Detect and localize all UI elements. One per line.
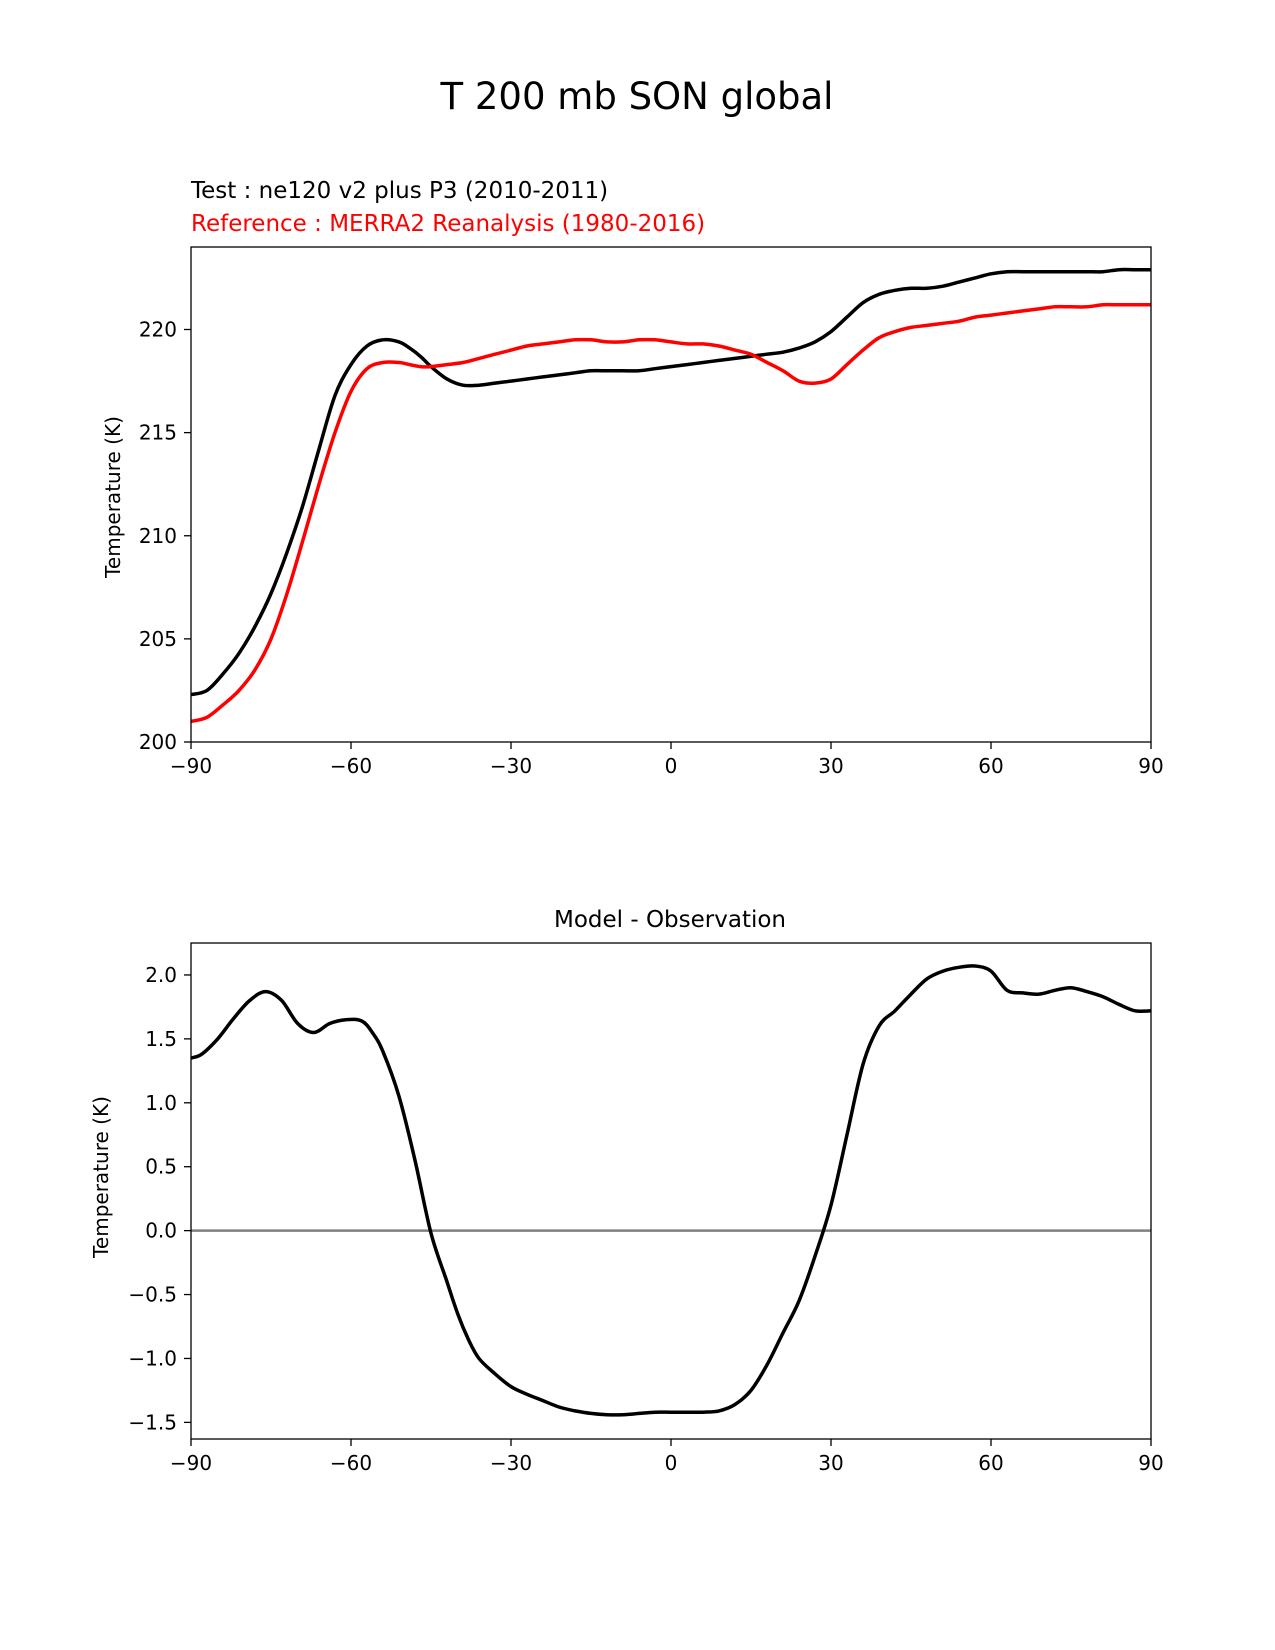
top-panel: Test : ne120 v2 plus P3 (2010-2011) Refe… (101, 178, 1164, 778)
x-tick-label: −60 (330, 1451, 372, 1475)
figure-title: T 200 mb SON global (440, 75, 834, 118)
model-observation-series-line (191, 964, 1151, 1417)
x-tick-label: −60 (330, 754, 372, 778)
x-tick-label: 90 (1138, 754, 1163, 778)
x-tick-label: −30 (490, 1451, 532, 1475)
y-tick-label: 0.0 (145, 1219, 177, 1243)
y-tick-label: 215 (139, 421, 177, 445)
bottom-plot-area: −90 −60 −30 0 30 60 90 −1.5 −1.0 −0.5 0.0 0.5 1.0 1.5… (128, 942, 1164, 1475)
y-tick-label: 200 (139, 730, 177, 754)
test-series-line (191, 267, 1151, 697)
x-tick-label: 90 (1138, 1451, 1163, 1475)
y-tick-label: −1.5 (128, 1410, 177, 1434)
x-tick-label: 0 (665, 754, 678, 778)
x-tick-label: 30 (818, 754, 843, 778)
x-tick-label: −90 (170, 754, 212, 778)
x-tick-label: 0 (665, 1451, 678, 1475)
reference-legend-label: Reference : MERRA2 Reanalysis (1980-2016… (191, 211, 705, 237)
y-tick-label: 210 (139, 524, 177, 548)
y-tick-label: 0.5 (145, 1155, 177, 1179)
top-ylabel: Temperature (K) (101, 416, 125, 579)
y-tick-label: 220 (139, 318, 177, 342)
y-tick-label: −1.0 (128, 1346, 177, 1370)
test-legend-label: Test : ne120 v2 plus P3 (2010-2011) (190, 178, 608, 204)
x-tick-label: 30 (818, 1451, 843, 1475)
x-tick-label: 60 (978, 754, 1003, 778)
y-tick-label: 205 (139, 627, 177, 651)
y-tick-label: −0.5 (128, 1283, 177, 1307)
y-tick-label: 1.5 (145, 1027, 177, 1051)
bottom-ylabel: Temperature (K) (89, 1096, 113, 1259)
y-tick-label: 2.0 (145, 963, 177, 987)
top-plot-area: −90 −60 −30 0 30 60 90 200 205 210 215 220 (139, 246, 1164, 778)
bottom-panel: Model - Observation Temperature (K) −90−… (89, 907, 1164, 1475)
reference-series-line (191, 302, 1151, 724)
x-tick-label: −30 (490, 754, 532, 778)
x-tick-label: 60 (978, 1451, 1003, 1475)
bottom-panel-title: Model - Observation (554, 907, 786, 933)
x-tick-label: −90 (170, 1451, 212, 1475)
y-tick-label: 1.0 (145, 1091, 177, 1115)
